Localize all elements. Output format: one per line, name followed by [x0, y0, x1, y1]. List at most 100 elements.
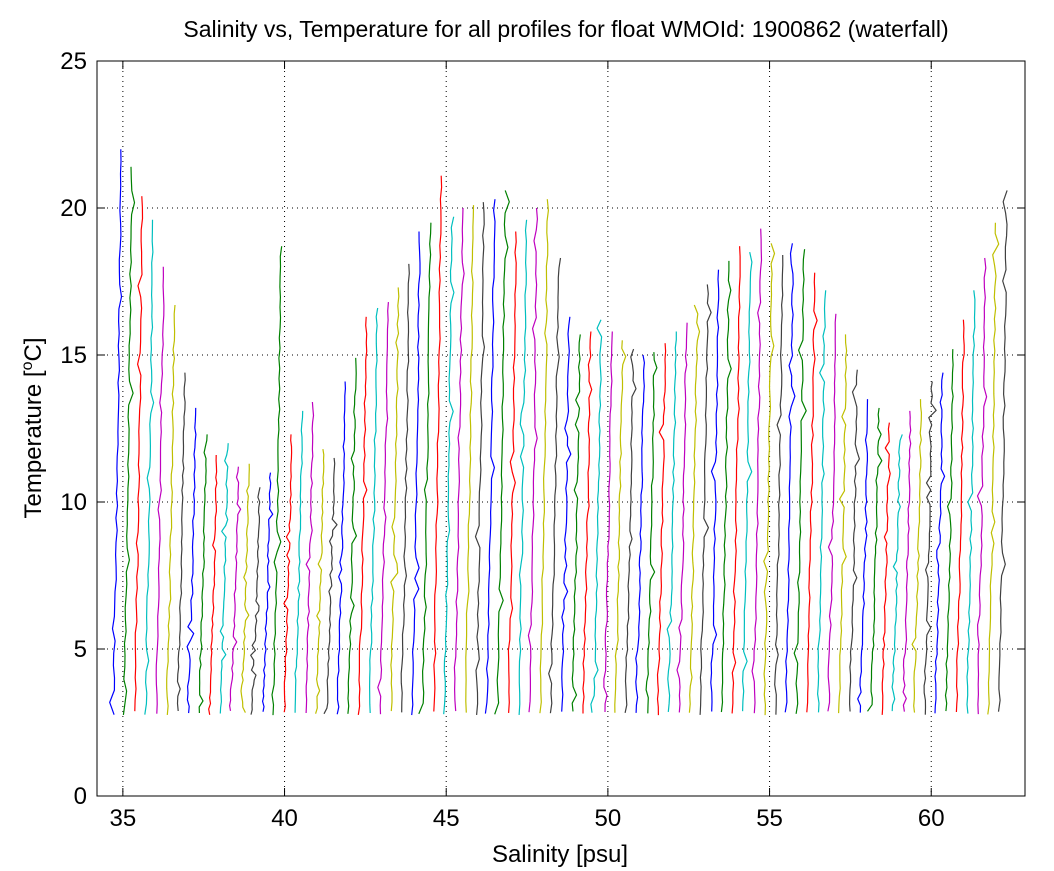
profile-line	[902, 410, 912, 712]
profile-line	[418, 222, 432, 715]
profile-line	[134, 196, 144, 712]
x-tick-label: 35	[110, 805, 137, 832]
profile-line	[934, 372, 946, 714]
profile-line	[774, 254, 784, 715]
chart-title: Salinity vs, Temperature for all profile…	[183, 16, 948, 42]
profile-line	[806, 272, 818, 713]
profile-line	[229, 466, 242, 712]
profile-line	[699, 284, 712, 715]
profiles	[109, 149, 1008, 716]
profile-line	[283, 434, 293, 713]
profile-line	[656, 343, 667, 716]
profile-line	[539, 199, 550, 714]
profile-line	[369, 307, 379, 714]
profile-line	[857, 399, 869, 713]
x-tick-label: 50	[595, 805, 622, 832]
profile-line	[176, 372, 186, 712]
profile-line	[816, 290, 827, 713]
profile-line	[400, 263, 410, 713]
profile-line	[763, 243, 776, 716]
profile-line	[443, 216, 455, 715]
profile-line	[666, 331, 677, 712]
axes-box	[96, 60, 1026, 797]
profile-line	[891, 434, 903, 712]
y-axis-title: Temperature [oC]	[19, 338, 47, 519]
profile-line	[390, 287, 400, 712]
profile-line	[827, 313, 837, 712]
profile-line	[240, 463, 250, 713]
profile-line	[997, 190, 1008, 712]
profile-line	[336, 381, 346, 715]
profile-line	[465, 205, 475, 713]
profile-line	[561, 316, 572, 712]
profile-line	[411, 231, 421, 716]
y-axis-title-unit: C]	[20, 338, 47, 362]
y-tick-label: 10	[60, 489, 87, 516]
profile-line	[582, 331, 593, 714]
profile-line	[590, 319, 603, 713]
profile-line	[688, 304, 701, 713]
plot-area	[97, 61, 1025, 796]
profile-line	[793, 249, 807, 714]
profile-line	[731, 246, 741, 714]
profile-line	[966, 290, 976, 714]
profile-line	[603, 331, 613, 713]
profile-line	[955, 319, 965, 713]
profile-line	[144, 219, 155, 715]
profile-line	[784, 243, 796, 713]
profile-line	[645, 352, 658, 714]
profile-line	[548, 257, 562, 714]
profile-line	[976, 257, 988, 715]
profile-line	[911, 399, 923, 713]
profile-line	[635, 354, 646, 713]
profile-line	[741, 251, 753, 712]
profile-line	[305, 401, 315, 714]
profile-line	[484, 199, 496, 714]
profile-line	[208, 454, 218, 715]
profile-line	[571, 334, 581, 712]
profile-line	[433, 175, 443, 712]
profile-line	[614, 340, 627, 713]
y-axis-title-main: Temperature [	[20, 370, 47, 518]
profile-line	[751, 228, 763, 714]
profile-line	[848, 369, 861, 712]
profile-line	[987, 222, 1000, 715]
x-tick-label: 55	[756, 805, 783, 832]
profile-line	[867, 407, 883, 712]
x-tick-label: 45	[433, 805, 460, 832]
profile-line	[474, 202, 485, 715]
x-tick-label: 60	[918, 805, 945, 832]
y-tick-label: 15	[60, 342, 87, 369]
x-tick-label: 40	[271, 805, 298, 832]
profile-line	[357, 316, 368, 715]
profile-line	[453, 207, 465, 712]
profile-line	[155, 266, 165, 714]
profile-line	[838, 334, 848, 714]
profile-line	[122, 166, 136, 715]
profile-line	[219, 443, 229, 714]
profile-line	[624, 348, 637, 714]
profile-line	[198, 434, 208, 714]
profile-line	[166, 304, 176, 715]
profile-line	[881, 422, 891, 715]
profile-line	[923, 381, 937, 715]
y-tick-label: 20	[60, 195, 87, 222]
profile-line	[315, 449, 325, 714]
profile-line	[347, 357, 357, 714]
profile-line	[494, 190, 510, 715]
profile-line	[250, 487, 261, 715]
profile-line	[518, 219, 528, 715]
y-tick-label: 0	[74, 783, 87, 810]
profile-line	[944, 349, 954, 712]
y-tick-label: 5	[74, 636, 87, 663]
profile-line	[186, 407, 197, 714]
y-axis-title-sup: o	[19, 361, 36, 370]
profile-line	[676, 322, 688, 713]
profile-line	[262, 472, 274, 712]
x-axis-title: Salinity [psu]	[492, 841, 628, 868]
profile-line	[507, 231, 517, 713]
profile-line	[377, 302, 389, 715]
profile-line	[271, 246, 283, 716]
profile-line	[720, 260, 732, 713]
